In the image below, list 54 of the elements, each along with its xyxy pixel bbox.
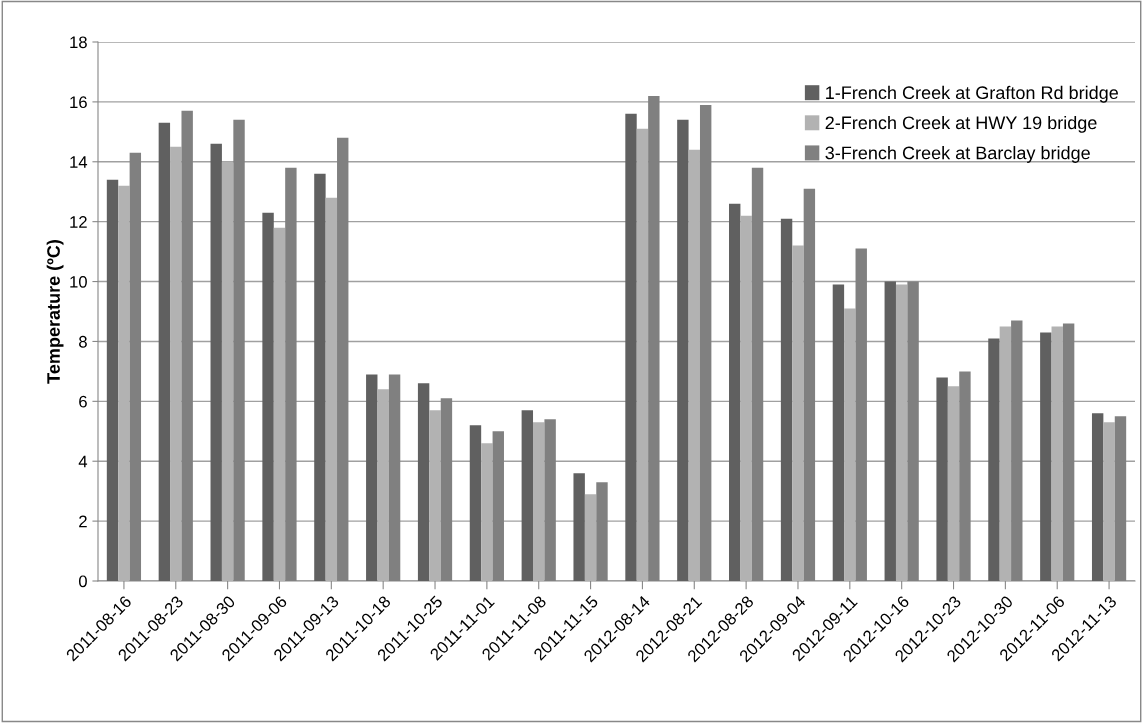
bar	[469, 425, 482, 581]
bar	[377, 389, 389, 581]
bar	[740, 215, 752, 581]
bar	[636, 128, 649, 581]
y-tick-label: 18	[70, 36, 87, 49]
bar	[417, 383, 430, 581]
bar	[366, 374, 378, 581]
bar	[1091, 413, 1104, 581]
bar	[625, 113, 637, 581]
bar	[988, 338, 1000, 581]
bar	[158, 122, 171, 581]
y-tick-label: 12	[70, 216, 87, 228]
y-tick-label: 16	[70, 96, 87, 109]
bar	[314, 173, 326, 581]
y-tick-label: 2	[79, 515, 87, 528]
bar	[1103, 422, 1115, 581]
bar	[1051, 326, 1063, 581]
bar	[884, 281, 896, 581]
bar	[481, 443, 493, 581]
y-tick-label: 4	[78, 455, 88, 468]
bar	[106, 179, 119, 581]
bar	[1040, 332, 1052, 581]
bar	[688, 149, 700, 581]
legend-label: 2-French Creek at HWY 19 bridge	[825, 115, 1097, 133]
legend-label: 1-French Creek at Grafton Rd bridge	[826, 85, 1118, 103]
bar	[895, 284, 908, 581]
bar	[844, 308, 856, 581]
bar	[677, 119, 689, 581]
bar	[729, 203, 741, 581]
bar	[273, 227, 286, 581]
bar	[573, 473, 585, 581]
bar	[221, 161, 234, 581]
y-tick-label: 8	[79, 335, 87, 348]
y-tick-label: 0	[78, 575, 87, 588]
bar	[521, 410, 534, 581]
bar	[325, 197, 338, 581]
legend-label: 3-French Creek at Barclay bridge	[825, 146, 1090, 163]
y-tick-label: 14	[70, 156, 88, 168]
bar	[262, 212, 274, 581]
bar	[999, 326, 1012, 581]
y-tick-label: 6	[79, 395, 87, 408]
bar	[936, 377, 948, 581]
bar	[210, 143, 222, 581]
bar	[429, 410, 441, 581]
bar	[947, 386, 960, 581]
y-tick-label: 10	[70, 275, 87, 288]
bar	[832, 284, 845, 581]
bar	[170, 146, 182, 581]
bar	[533, 422, 545, 581]
bar	[780, 218, 793, 581]
bar	[792, 245, 804, 581]
bar	[118, 185, 130, 581]
y-axis-title: Temperature (ºC)	[46, 240, 64, 384]
bar	[584, 494, 597, 581]
